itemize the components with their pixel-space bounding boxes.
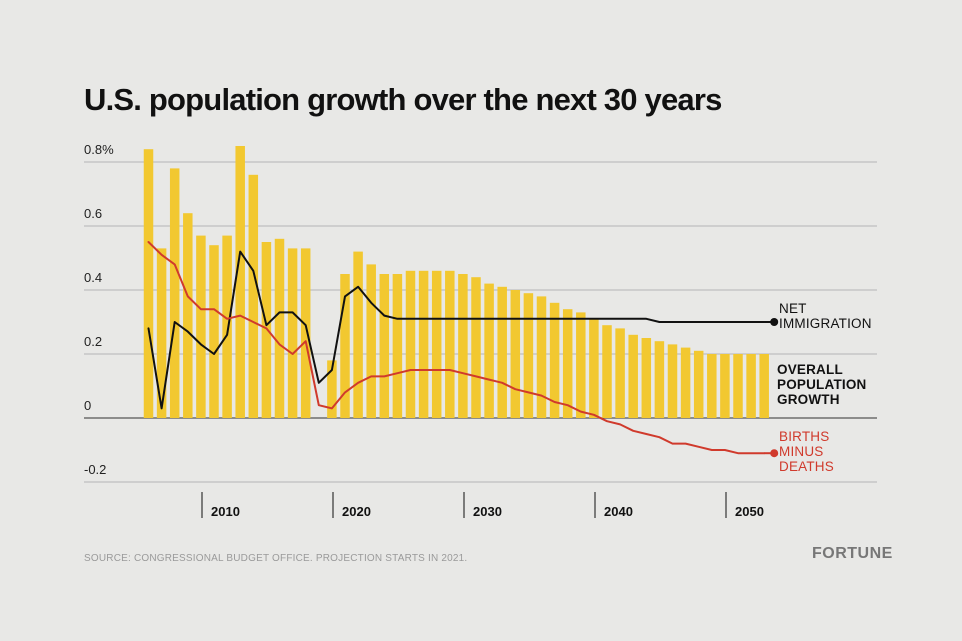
series-lines: [147, 241, 779, 458]
series-endpoint: [770, 318, 779, 326]
fortune-logo: FORTUNE: [812, 545, 893, 562]
bar: [602, 325, 612, 418]
bar: [366, 264, 376, 418]
bar: [759, 354, 769, 418]
chart-title: U.S. population growth over the next 30 …: [84, 82, 722, 117]
bar: [667, 344, 678, 418]
bar: [484, 283, 494, 418]
bar: [287, 248, 298, 418]
overall-growth-bars: [143, 146, 769, 418]
bar: [510, 290, 521, 418]
bar: [680, 347, 691, 418]
bar: [353, 251, 363, 418]
bar: [523, 293, 534, 418]
series-endpoint: [770, 449, 779, 458]
bar: [536, 296, 547, 418]
bar: [261, 242, 272, 418]
bar: [274, 238, 285, 418]
bar: [458, 274, 468, 418]
bar: [222, 235, 232, 418]
bar: [589, 318, 599, 418]
bar: [418, 270, 429, 418]
bar: [431, 270, 442, 418]
bar: [340, 274, 350, 418]
net-immigration-label: NET IMMIGRATION: [779, 301, 872, 331]
bar: [300, 248, 311, 418]
y-axis-ticks: 0.8% 0.6 0.4 0.2 0 -0.2: [84, 142, 114, 477]
y-tick-label: -0.2: [84, 462, 106, 477]
y-tick-label: 0.8%: [84, 142, 114, 157]
bar: [143, 149, 154, 418]
x-tick-label: 2030: [473, 504, 502, 519]
bar: [707, 354, 717, 418]
bar: [183, 213, 193, 418]
x-axis-ticks: 2010 2020 2030 2040 2050: [201, 492, 764, 519]
y-tick-label: 0.2: [84, 334, 102, 349]
births-minus-deaths-label: BIRTHS MINUS DEATHS: [779, 429, 834, 474]
bar: [235, 146, 245, 418]
bar: [497, 286, 507, 418]
bar: [720, 354, 730, 418]
x-tick-label: 2050: [735, 504, 764, 519]
y-tick-label: 0.4: [84, 270, 102, 285]
bar: [248, 174, 259, 418]
bar: [615, 328, 625, 418]
source-note: SOURCE: CONGRESSIONAL BUDGET OFFICE. PRO…: [84, 553, 468, 564]
overall-growth-label: OVERALL POPULATION GROWTH: [777, 362, 867, 407]
bar: [654, 341, 665, 418]
bar: [169, 168, 180, 418]
net-immigration-line: [147, 250, 766, 410]
y-tick-label: 0.6: [84, 206, 102, 221]
bar: [576, 312, 586, 418]
bar: [445, 270, 455, 418]
bar: [693, 350, 704, 418]
bar: [549, 302, 560, 418]
bar: [156, 248, 167, 418]
bar: [196, 235, 206, 418]
series-labels: NET IMMIGRATION OVERALL POPULATION GROWTH BIR…: [777, 301, 872, 474]
bar: [392, 274, 403, 418]
y-tick-label: 0: [84, 398, 91, 413]
x-tick-label: 2040: [604, 504, 633, 519]
births-minus-deaths-line: [147, 241, 766, 455]
bar: [746, 354, 756, 418]
bar: [562, 309, 573, 418]
x-tick-label: 2020: [342, 504, 371, 519]
bar: [641, 338, 652, 418]
bar: [209, 245, 219, 418]
x-tick-label: 2010: [211, 504, 240, 519]
bar: [471, 277, 481, 418]
bar: [405, 270, 416, 418]
bar: [628, 334, 638, 418]
bar: [327, 360, 337, 418]
bar: [733, 354, 743, 418]
bar: [379, 274, 390, 418]
